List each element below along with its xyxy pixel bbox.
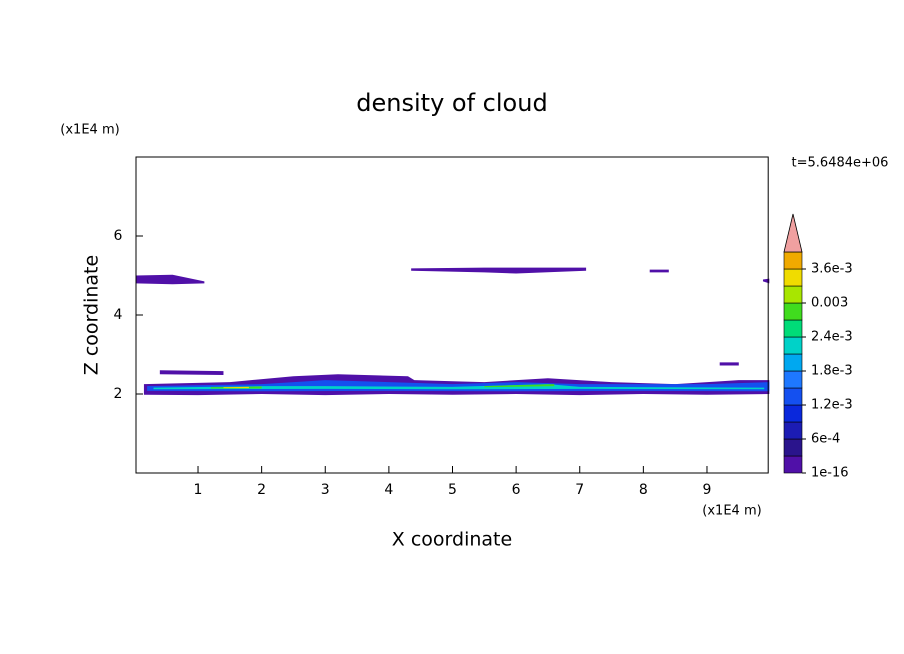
y-unit: (x1E4 m) [60,123,119,138]
y-axis-label: Z coordinate [81,255,103,375]
colorbar-bin [783,370,803,389]
contour-region [719,362,739,366]
colorbar-label: 6e-4 [811,432,840,447]
colorbar-label: 0.003 [811,296,848,311]
colorbar-bin [783,353,803,372]
colorbar-bin [783,455,803,474]
y-tick-label: 6 [113,228,122,244]
time-label: t=5.6484e+06 [792,156,889,171]
colorbar-bin [783,438,803,457]
colorbar-label: 1e-16 [811,466,849,481]
colorbar-bin [783,404,803,423]
colorbar-bin [783,421,803,440]
colorbar-bin [783,387,803,406]
x-tick-label: 1 [194,482,203,498]
contour-region [135,274,205,285]
x-tick-label: 6 [512,482,521,498]
colorbar-extend [783,213,803,253]
x-tick-label: 3 [321,482,330,498]
colorbar-bin [783,319,803,338]
plot-frame [135,156,769,474]
x-unit: (x1E4 m) [702,504,761,519]
contour-region [159,370,224,376]
colorbar-bin [783,285,803,304]
contour-region [649,269,669,273]
colorbar-bin [783,302,803,321]
x-tick-label: 4 [384,482,393,498]
y-tick-label: 2 [113,386,122,402]
x-axis-label: X coordinate [392,529,512,551]
contour-region [223,386,249,389]
colorbar-label: 1.2e-3 [811,398,853,413]
y-tick-label: 4 [113,307,122,323]
colorbar-label: 2.4e-3 [811,330,853,345]
colorbar-label: 1.8e-3 [811,364,853,379]
contour-region [153,384,765,390]
colorbar-bin [783,336,803,355]
contour-region [411,267,587,274]
x-tick-label: 5 [448,482,457,498]
colorbar-bin [783,251,803,270]
x-tick-label: 2 [257,482,266,498]
x-tick-label: 7 [575,482,584,498]
colorbar-bin [783,268,803,287]
x-tick-label: 8 [639,482,648,498]
contour-region [484,384,555,388]
colorbar-label: 3.6e-3 [811,262,853,277]
chart-title: density of cloud [356,89,547,117]
x-tick-label: 9 [703,482,712,498]
